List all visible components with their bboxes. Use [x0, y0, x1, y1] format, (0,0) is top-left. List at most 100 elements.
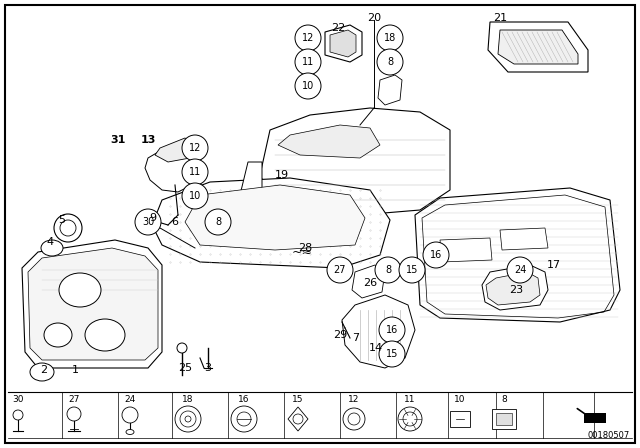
Text: 18: 18 [384, 33, 396, 43]
Circle shape [423, 242, 449, 268]
Circle shape [177, 343, 187, 353]
Text: 24: 24 [514, 265, 526, 275]
Polygon shape [440, 238, 492, 262]
Circle shape [60, 220, 76, 236]
Ellipse shape [59, 273, 101, 307]
Text: 27: 27 [68, 395, 80, 404]
Circle shape [403, 412, 417, 426]
Circle shape [379, 317, 405, 343]
Text: 21: 21 [493, 13, 507, 23]
Text: 3: 3 [205, 363, 211, 373]
Text: 30: 30 [12, 395, 24, 404]
Circle shape [348, 413, 360, 425]
Bar [496, 413, 512, 425]
Text: 13: 13 [140, 135, 156, 145]
Circle shape [182, 135, 208, 161]
Circle shape [185, 416, 191, 422]
Ellipse shape [85, 319, 125, 351]
Circle shape [377, 49, 403, 75]
Text: 22: 22 [331, 23, 345, 33]
Polygon shape [330, 30, 356, 57]
Text: 8: 8 [215, 217, 221, 227]
Circle shape [327, 257, 353, 283]
Polygon shape [500, 228, 548, 250]
Text: 8: 8 [501, 395, 507, 404]
Text: 8: 8 [385, 265, 391, 275]
Circle shape [175, 406, 201, 432]
Text: 30: 30 [142, 217, 154, 227]
Text: 8: 8 [387, 57, 393, 67]
Text: 16: 16 [238, 395, 250, 404]
Polygon shape [352, 265, 385, 298]
Text: 16: 16 [430, 250, 442, 260]
Polygon shape [325, 25, 362, 62]
Circle shape [122, 407, 138, 423]
Text: 10: 10 [189, 191, 201, 201]
Text: 12: 12 [189, 143, 201, 153]
Text: 1: 1 [72, 365, 79, 375]
Circle shape [135, 209, 161, 235]
Polygon shape [185, 185, 365, 250]
Polygon shape [486, 272, 540, 305]
Polygon shape [278, 125, 380, 158]
Polygon shape [498, 30, 578, 64]
Circle shape [398, 407, 422, 431]
Text: 2: 2 [40, 365, 47, 375]
Text: 16: 16 [386, 325, 398, 335]
Ellipse shape [30, 363, 54, 381]
Text: 6: 6 [172, 217, 179, 227]
Circle shape [295, 49, 321, 75]
Text: 23: 23 [509, 285, 523, 295]
Text: 14: 14 [369, 343, 383, 353]
Circle shape [237, 412, 251, 426]
Text: 4: 4 [47, 237, 54, 247]
Circle shape [13, 410, 23, 420]
Circle shape [67, 407, 81, 421]
Circle shape [507, 257, 533, 283]
Text: 31: 31 [110, 135, 125, 145]
Text: 20: 20 [367, 13, 381, 23]
Circle shape [231, 406, 257, 432]
Text: 15: 15 [386, 349, 398, 359]
Bar [584, 413, 606, 423]
Polygon shape [22, 240, 162, 368]
Polygon shape [260, 108, 450, 215]
Polygon shape [415, 188, 620, 322]
Text: 26: 26 [363, 278, 377, 288]
Circle shape [399, 257, 425, 283]
Bar [450, 411, 470, 427]
Text: 15: 15 [292, 395, 304, 404]
Text: 12: 12 [302, 33, 314, 43]
Text: 11: 11 [404, 395, 416, 404]
Text: 28: 28 [298, 243, 312, 253]
Circle shape [377, 25, 403, 51]
Circle shape [295, 73, 321, 99]
Text: 11: 11 [189, 167, 201, 177]
Circle shape [379, 341, 405, 367]
Polygon shape [152, 178, 390, 268]
Text: 10: 10 [302, 81, 314, 91]
Polygon shape [288, 407, 308, 431]
Circle shape [182, 159, 208, 185]
Ellipse shape [44, 323, 72, 347]
Text: 19: 19 [275, 170, 289, 180]
Polygon shape [488, 22, 588, 72]
Circle shape [205, 209, 231, 235]
Text: 9: 9 [149, 213, 157, 223]
Circle shape [54, 214, 82, 242]
Ellipse shape [126, 430, 134, 435]
Circle shape [182, 183, 208, 209]
Circle shape [343, 408, 365, 430]
Text: 10: 10 [454, 395, 466, 404]
Polygon shape [240, 162, 275, 225]
Ellipse shape [41, 240, 63, 256]
Polygon shape [342, 295, 415, 368]
Text: 5: 5 [58, 215, 65, 225]
Text: 24: 24 [124, 395, 136, 404]
Text: 12: 12 [348, 395, 360, 404]
Circle shape [180, 411, 196, 427]
Text: 11: 11 [302, 57, 314, 67]
Text: 18: 18 [182, 395, 194, 404]
Text: 25: 25 [178, 363, 192, 373]
Circle shape [295, 25, 321, 51]
